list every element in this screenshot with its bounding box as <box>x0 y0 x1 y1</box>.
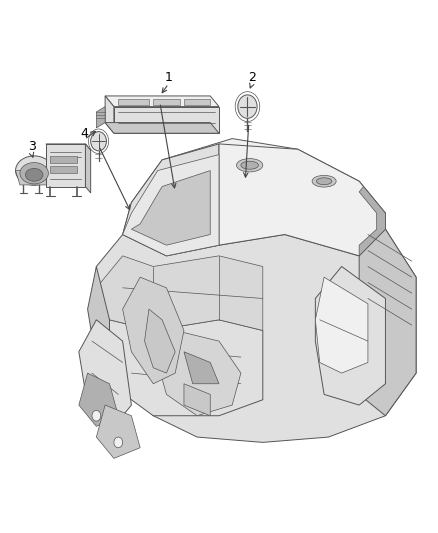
Polygon shape <box>96 405 140 458</box>
Polygon shape <box>96 229 416 442</box>
Text: 4: 4 <box>80 127 88 140</box>
Ellipse shape <box>16 156 53 185</box>
Polygon shape <box>79 373 118 426</box>
Circle shape <box>91 132 106 151</box>
Polygon shape <box>46 144 91 150</box>
Polygon shape <box>105 123 219 133</box>
Polygon shape <box>114 107 219 133</box>
Circle shape <box>92 410 101 421</box>
Ellipse shape <box>25 168 43 181</box>
Bar <box>153 99 180 105</box>
Polygon shape <box>123 277 184 384</box>
Polygon shape <box>158 330 241 416</box>
Polygon shape <box>79 320 131 426</box>
Polygon shape <box>46 144 85 187</box>
Circle shape <box>238 95 257 118</box>
Polygon shape <box>16 171 53 185</box>
Polygon shape <box>315 266 385 405</box>
Bar <box>184 99 210 105</box>
Polygon shape <box>184 384 210 416</box>
Polygon shape <box>110 320 263 416</box>
Polygon shape <box>123 144 219 256</box>
Polygon shape <box>219 144 385 256</box>
Ellipse shape <box>316 178 332 184</box>
Bar <box>50 156 77 163</box>
Circle shape <box>114 437 123 448</box>
Text: 2: 2 <box>248 71 256 84</box>
Polygon shape <box>96 107 105 128</box>
Polygon shape <box>96 256 263 330</box>
Polygon shape <box>131 171 210 245</box>
Polygon shape <box>359 187 385 256</box>
Bar <box>118 99 149 105</box>
Polygon shape <box>145 309 175 373</box>
Polygon shape <box>359 229 416 416</box>
Ellipse shape <box>312 175 336 187</box>
Polygon shape <box>105 96 219 107</box>
Polygon shape <box>123 155 219 256</box>
Polygon shape <box>105 96 114 133</box>
Text: 1: 1 <box>165 71 173 84</box>
Ellipse shape <box>237 159 263 172</box>
Ellipse shape <box>20 163 48 184</box>
Polygon shape <box>88 266 110 384</box>
Polygon shape <box>85 144 91 193</box>
Ellipse shape <box>241 161 258 169</box>
Polygon shape <box>315 277 368 373</box>
Bar <box>50 166 77 173</box>
Text: 3: 3 <box>28 140 35 153</box>
Polygon shape <box>123 139 385 256</box>
Polygon shape <box>184 352 219 384</box>
